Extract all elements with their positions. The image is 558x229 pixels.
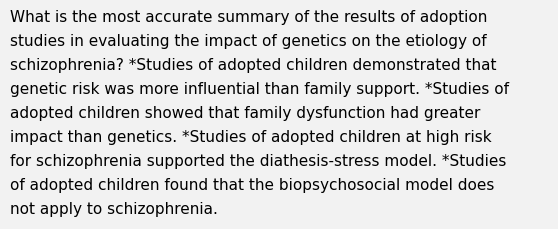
Text: for schizophrenia supported the diathesis-stress model. *Studies: for schizophrenia supported the diathesi… <box>10 153 507 168</box>
Text: genetic risk was more influential than family support. *Studies of: genetic risk was more influential than f… <box>10 82 509 97</box>
Text: of adopted children found that the biopsychosocial model does: of adopted children found that the biops… <box>10 177 494 192</box>
Text: What is the most accurate summary of the results of adoption: What is the most accurate summary of the… <box>10 10 488 25</box>
Text: impact than genetics. *Studies of adopted children at high risk: impact than genetics. *Studies of adopte… <box>10 129 492 144</box>
Text: not apply to schizophrenia.: not apply to schizophrenia. <box>10 201 218 216</box>
Text: studies in evaluating the impact of genetics on the etiology of: studies in evaluating the impact of gene… <box>10 34 487 49</box>
Text: adopted children showed that family dysfunction had greater: adopted children showed that family dysf… <box>10 106 480 120</box>
Text: schizophrenia? *Studies of adopted children demonstrated that: schizophrenia? *Studies of adopted child… <box>10 58 497 73</box>
